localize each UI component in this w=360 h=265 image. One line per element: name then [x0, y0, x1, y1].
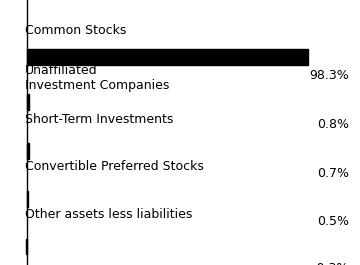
Text: Common Stocks: Common Stocks: [25, 24, 127, 37]
Text: -0.3%: -0.3%: [313, 262, 349, 265]
Text: 98.3%: 98.3%: [310, 69, 349, 82]
Text: Convertible Preferred Stocks: Convertible Preferred Stocks: [25, 160, 204, 173]
Bar: [27, 191, 28, 207]
Bar: [27, 143, 29, 159]
Text: Unaffiliated
Investment Companies: Unaffiliated Investment Companies: [25, 64, 170, 92]
Text: 0.7%: 0.7%: [317, 167, 349, 180]
Text: Other assets less liabilities: Other assets less liabilities: [25, 208, 193, 221]
Text: Short-Term Investments: Short-Term Investments: [25, 113, 174, 126]
Bar: [27, 49, 308, 65]
Text: 0.8%: 0.8%: [317, 118, 349, 131]
Bar: [27, 94, 29, 110]
Bar: [26, 238, 27, 254]
Text: 0.5%: 0.5%: [317, 215, 349, 228]
